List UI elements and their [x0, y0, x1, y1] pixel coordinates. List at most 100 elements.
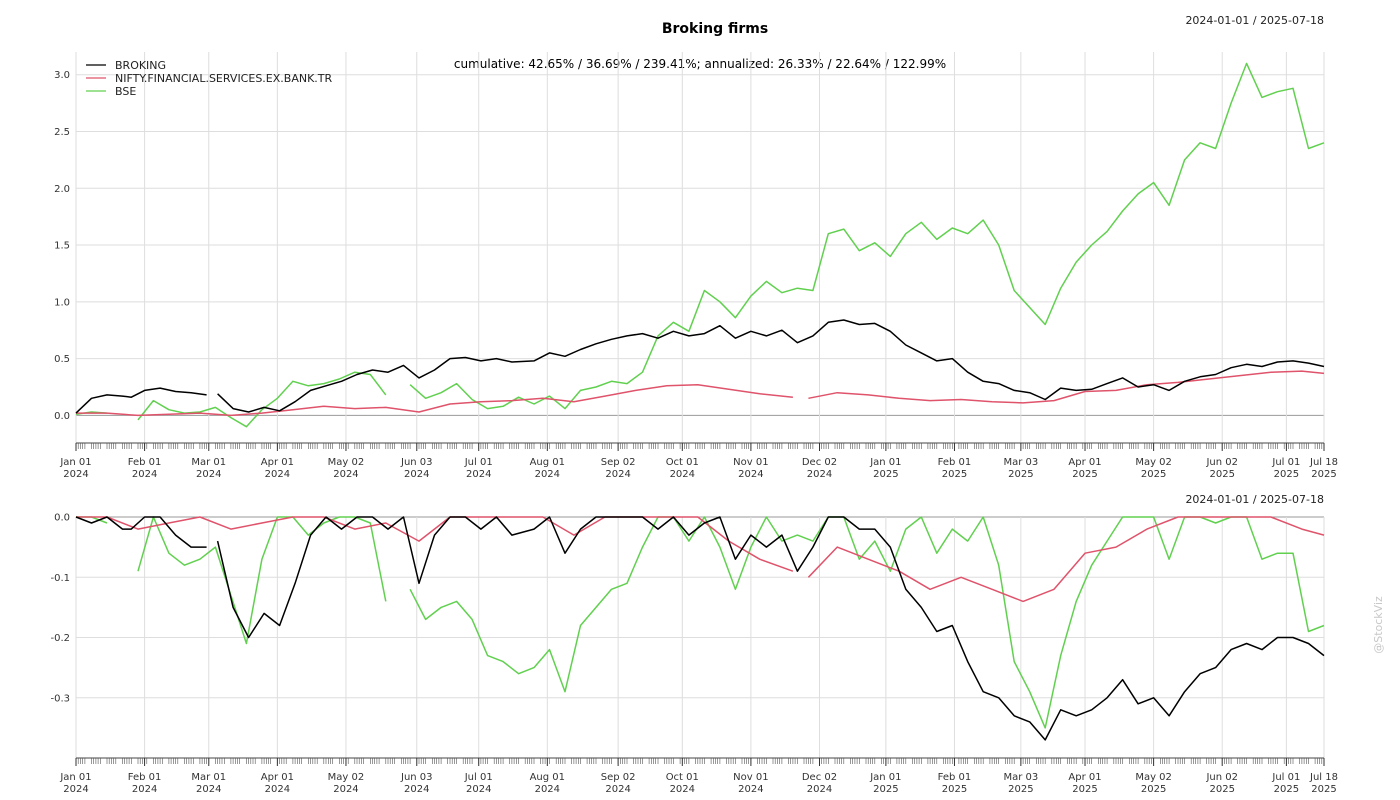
legend: BROKING NIFTY.FINANCIAL.SERVICES.EX.BANK… [86, 59, 333, 98]
top-x-tick-year: 2025 [1274, 469, 1299, 480]
bottom-x-tick-year: 2024 [196, 784, 221, 795]
bottom-y-tick-label: -0.3 [50, 693, 70, 704]
top-x-tick-year: 2024 [265, 469, 290, 480]
bottom-x-tick-year: 2024 [404, 784, 429, 795]
bottom-x-tick-label: Oct 01 [666, 772, 699, 783]
chart-title: Broking firms [662, 21, 768, 37]
bottom-x-tick-label: Dec 02 [802, 772, 837, 783]
top-x-tick-year: 2024 [132, 469, 157, 480]
bottom-x-tick-year: 2025 [1274, 784, 1299, 795]
top-x-tick-year: 2024 [63, 469, 88, 480]
bottom-x-tick-year: 2025 [1209, 784, 1234, 795]
bottom-x-tick-label: Feb 01 [128, 772, 162, 783]
top-y-axis: 0.0 0.5 1.0 1.5 2.0 2.5 3.0 [54, 70, 70, 422]
top-x-tick-year: 2024 [807, 469, 832, 480]
bottom-x-tick-label: Apr 01 [1068, 772, 1101, 783]
top-x-tick-year: 2024 [738, 469, 763, 480]
top-y-tick-label: 1.0 [54, 297, 70, 308]
top-x-tick-label: Oct 01 [666, 457, 699, 468]
top-x-tick-label: Dec 02 [802, 457, 837, 468]
top-x-tick-label: May 02 [328, 457, 365, 468]
top-series-broking [75, 319, 1325, 414]
legend-label-nifty: NIFTY.FINANCIAL.SERVICES.EX.BANK.TR [115, 72, 333, 85]
top-y-tick-label: 2.5 [54, 127, 70, 138]
bottom-x-tick-year: 2024 [333, 784, 358, 795]
bottom-x-tick-year: 2025 [1008, 784, 1033, 795]
bottom-series-nifty-financial-services-ex-bank-tr [76, 516, 1325, 603]
bottom-x-tick-year: 2025 [1072, 784, 1097, 795]
top-y-tick-label: 3.0 [54, 70, 70, 81]
top-x-tick-label: Jul 18 [1309, 457, 1338, 468]
bottom-series-broking [75, 516, 1325, 741]
top-y-tick-label: 0.0 [54, 411, 70, 422]
bottom-x-tick-label: Jan 01 [59, 772, 91, 783]
bottom-minor-ticks [75, 758, 1325, 764]
bottom-x-tick-year: 2025 [1311, 784, 1336, 795]
top-series-nifty-financial-services-ex-bank-tr [76, 370, 1325, 417]
bottom-x-tick-year: 2024 [807, 784, 832, 795]
bottom-x-tick-year: 2024 [605, 784, 630, 795]
bottom-y-tick-label: 0.0 [54, 513, 70, 524]
top-y-tick-label: 0.5 [54, 354, 70, 365]
top-x-tick-label: Jul 01 [464, 457, 493, 468]
top-series-lines [75, 62, 1325, 428]
bottom-x-tick-year: 2025 [1141, 784, 1166, 795]
top-x-tick-year: 2025 [1209, 469, 1234, 480]
bottom-x-tick-label: Sep 02 [601, 772, 636, 783]
top-x-tick-label: Apr 01 [261, 457, 294, 468]
bottom-x-tick-year: 2025 [942, 784, 967, 795]
top-x-tick-label: Jun 02 [1205, 457, 1238, 468]
watermark: @StockViz [1372, 596, 1385, 654]
bottom-x-tick-label: Jul 01 [1271, 772, 1300, 783]
top-x-tick-label: Jul 01 [1271, 457, 1300, 468]
bottom-x-tick-label: May 02 [328, 772, 365, 783]
top-x-tick-year: 2024 [535, 469, 560, 480]
top-x-tick-label: Feb 01 [938, 457, 972, 468]
bottom-x-tick-label: Feb 01 [938, 772, 972, 783]
top-x-tick-label: May 02 [1135, 457, 1172, 468]
top-x-tick-label: Apr 01 [1068, 457, 1101, 468]
top-x-tick-year: 2024 [333, 469, 358, 480]
bottom-x-tick-label: Apr 01 [261, 772, 294, 783]
top-y-tick-label: 1.5 [54, 241, 70, 252]
bottom-x-tick-year: 2024 [63, 784, 88, 795]
top-x-tick-year: 2025 [1141, 469, 1166, 480]
bottom-y-axis: 0.0 -0.1 -0.2 -0.3 [50, 513, 70, 705]
bottom-x-tick-label: Jun 02 [1205, 772, 1238, 783]
top-x-tick-year: 2025 [873, 469, 898, 480]
bottom-x-tick-label: Aug 01 [530, 772, 565, 783]
top-gridlines [75, 52, 1325, 443]
top-x-tick-year: 2024 [196, 469, 221, 480]
top-x-tick-year: 2025 [942, 469, 967, 480]
top-x-tick-year: 2024 [466, 469, 491, 480]
bottom-x-tick-label: Jun 03 [400, 772, 433, 783]
bottom-y-tick-label: -0.1 [50, 573, 70, 584]
bottom-x-tick-label: May 02 [1135, 772, 1172, 783]
top-panel-period: 2024-01-01 / 2025-07-18 [1185, 14, 1324, 27]
top-x-tick-label: Mar 01 [191, 457, 226, 468]
bottom-x-tick-year: 2024 [670, 784, 695, 795]
bottom-x-tick-label: Jul 18 [1309, 772, 1338, 783]
top-x-tick-label: Mar 03 [1003, 457, 1038, 468]
bottom-x-tick-year: 2024 [265, 784, 290, 795]
bottom-x-tick-label: Mar 03 [1003, 772, 1038, 783]
bottom-x-tick-label: Jan 01 [869, 772, 901, 783]
legend-label-bse: BSE [115, 85, 136, 98]
bottom-x-tick-year: 2025 [873, 784, 898, 795]
top-x-tick-year: 2025 [1072, 469, 1097, 480]
bottom-gridlines [75, 516, 1325, 758]
top-x-tick-label: Aug 01 [530, 457, 565, 468]
top-x-tick-year: 2024 [404, 469, 429, 480]
top-x-tick-label: Jan 01 [59, 457, 91, 468]
bottom-x-tick-year: 2024 [738, 784, 763, 795]
top-x-tick-label: Feb 01 [128, 457, 162, 468]
top-x-tick-label: Jan 01 [869, 457, 901, 468]
bottom-y-tick-label: -0.2 [50, 633, 70, 644]
top-x-tick-year: 2025 [1008, 469, 1033, 480]
bottom-x-tick-year: 2024 [132, 784, 157, 795]
